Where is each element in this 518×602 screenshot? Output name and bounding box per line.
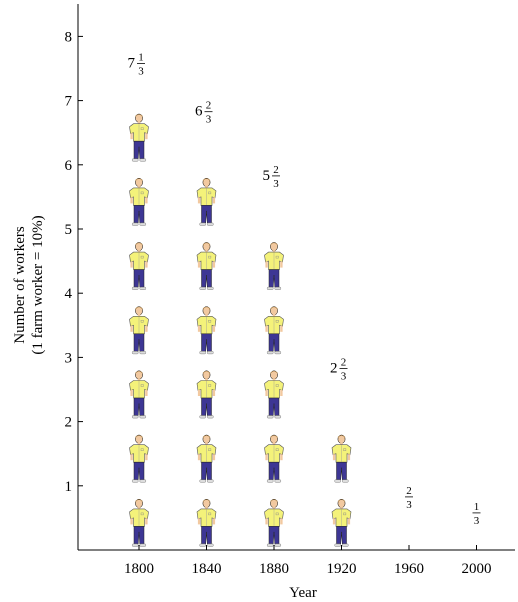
value-label-denominator: 3 (206, 114, 212, 126)
y-tick-label: 4 (65, 286, 73, 302)
value-label-numerator: 1 (474, 501, 480, 513)
value-label: 5 2 3 (263, 164, 280, 190)
farm-worker-icon (129, 498, 149, 547)
y-tick-label: 3 (65, 350, 73, 366)
farm-worker-icon (196, 370, 217, 419)
y-tick-label: 2 (65, 415, 73, 431)
value-label-whole: 5 (263, 168, 271, 184)
farm-worker-icon (264, 241, 284, 291)
x-tick-label: 1880 (259, 561, 289, 577)
x-tick-label: 1960 (394, 561, 424, 577)
y-axis-title-line2: (1 farm worker = 10%) (30, 215, 46, 354)
value-label-numerator: 2 (341, 356, 347, 368)
value-label-denominator: 3 (474, 515, 480, 527)
value-label: 7 1 3 (128, 52, 145, 78)
x-tick-label: 2000 (462, 561, 492, 577)
value-label-numerator: 2 (406, 485, 412, 497)
farm-worker-icon (129, 434, 149, 483)
value-label: 2 23 (330, 356, 348, 382)
farm-worker-icon (264, 370, 284, 419)
y-tick-label: 7 (65, 94, 73, 110)
farm-worker-icon (196, 306, 217, 355)
farm-worker-icon (331, 498, 352, 547)
farm-worker-icon (196, 434, 217, 483)
value-label-numerator: 1 (138, 52, 144, 64)
value-label-numerator: 2 (273, 164, 279, 176)
x-axis-title: Year (289, 585, 317, 601)
farm-worker-icon (129, 306, 149, 355)
value-label-denominator: 3 (406, 499, 412, 511)
value-label-numerator: 2 (206, 100, 212, 112)
value-label-whole: 7 (128, 56, 136, 72)
farm-worker-icon (196, 498, 217, 547)
y-tick-label: 6 (65, 158, 73, 174)
farm-worker-icon (264, 498, 284, 547)
y-tick-label: 8 (65, 29, 73, 45)
farm-worker-icon (129, 113, 149, 162)
x-tick-label: 1800 (124, 561, 154, 577)
value-label-denominator: 3 (273, 178, 279, 190)
farm-worker-icon (196, 241, 217, 291)
y-axis-title-line1: Number of workers (12, 226, 28, 344)
farm-worker-icon (129, 241, 149, 291)
farm-worker-icon (331, 434, 352, 483)
value-label: 6 2 3 (195, 100, 213, 126)
farm-worker-icon (129, 177, 149, 226)
value-label: 13 (472, 501, 481, 527)
farm-worker-icon (264, 306, 284, 355)
value-label-denominator: 3 (341, 370, 347, 382)
y-tick-label: 1 (65, 479, 73, 495)
farm-worker-icon (264, 434, 284, 483)
farm-worker-icon (196, 177, 217, 226)
value-label-whole: 2 (330, 360, 338, 376)
farm-worker-icon (129, 370, 149, 419)
value-label-denominator: 3 (138, 66, 144, 78)
y-tick-label: 5 (65, 222, 73, 238)
value-label-whole: 6 (195, 104, 203, 120)
x-tick-label: 1920 (327, 561, 357, 577)
x-tick-label: 1840 (192, 561, 222, 577)
value-label: 23 (405, 485, 413, 511)
